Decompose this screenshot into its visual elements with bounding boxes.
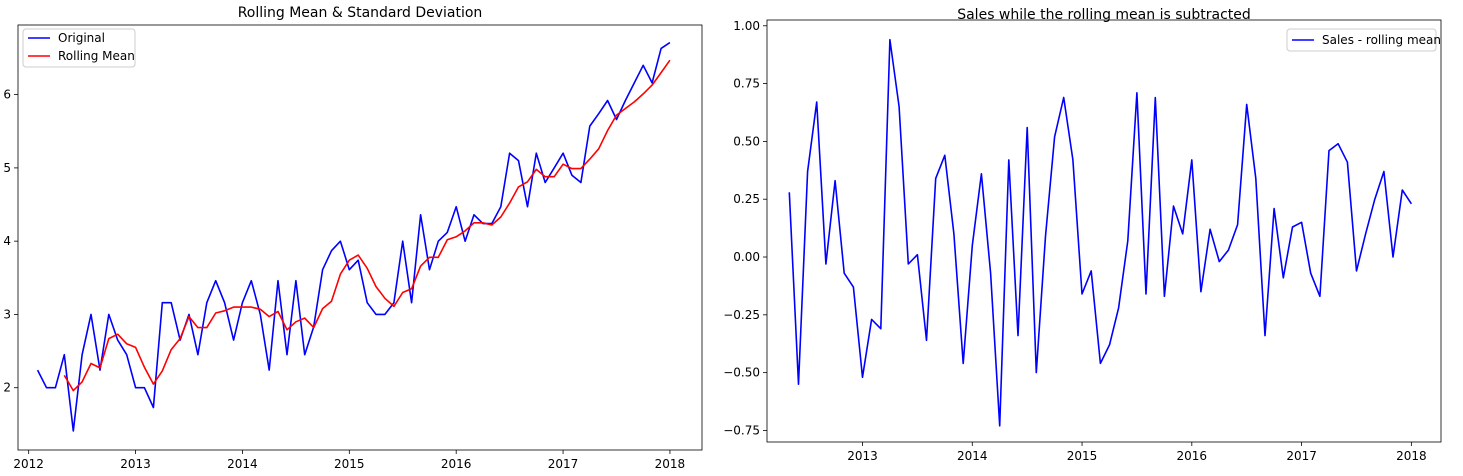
y-tick-label: 0.25 bbox=[733, 192, 760, 206]
y-tick-label: 3 bbox=[3, 307, 11, 321]
x-tick-label: 2016 bbox=[441, 457, 472, 471]
y-tick-label: 0.00 bbox=[733, 250, 760, 264]
y-tick-label: 1.00 bbox=[733, 19, 760, 33]
y-tick-label: −0.25 bbox=[723, 308, 760, 322]
series-line-original bbox=[36, 41, 671, 432]
y-tick-label: −0.75 bbox=[723, 423, 760, 437]
y-tick-label: 4 bbox=[3, 234, 11, 248]
x-tick-label: 2018 bbox=[1396, 449, 1427, 463]
y-tick-label: 6 bbox=[3, 88, 11, 102]
axis-ticks: 2013 2014 2015 2016 2017 2018 −0.75 −0.50 −0.25 0… bbox=[723, 19, 1426, 463]
x-tick-label: 2013 bbox=[120, 457, 151, 471]
y-tick-label: 0.50 bbox=[733, 134, 760, 148]
plot-frame bbox=[766, 19, 1442, 443]
chart-title: Rolling Mean & Standard Deviation bbox=[238, 5, 483, 21]
x-tick-label: 2015 bbox=[1067, 449, 1098, 463]
rolling-mean-chart: Rolling Mean & Standard Deviation 2012 20… bbox=[3, 5, 703, 471]
chart-title: Sales while the rolling mean is subtract… bbox=[957, 7, 1251, 23]
legend-box bbox=[1286, 28, 1437, 52]
series-group bbox=[788, 38, 1413, 427]
x-tick-label: 2015 bbox=[334, 457, 365, 471]
x-tick-label: 2017 bbox=[1286, 449, 1317, 463]
x-tick-label: 2014 bbox=[957, 449, 988, 463]
x-tick-label: 2014 bbox=[227, 457, 258, 471]
y-tick-label: −0.50 bbox=[723, 366, 760, 380]
x-tick-label: 2013 bbox=[847, 449, 878, 463]
y-tick-label: 0.75 bbox=[733, 77, 760, 91]
legend-label-original: Original bbox=[58, 31, 105, 45]
series-line-rolling-mean bbox=[63, 59, 671, 392]
x-tick-label: 2016 bbox=[1177, 449, 1208, 463]
legend-box bbox=[22, 28, 136, 68]
series-line-sales-rolling-mean bbox=[788, 38, 1413, 427]
axis-ticks: 2012 2013 2014 2015 2016 2017 2018 2 3 4 5 6 bbox=[3, 88, 685, 471]
x-tick-label: 2012 bbox=[13, 457, 44, 471]
residual-chart: Sales while the rolling mean is subtract… bbox=[723, 7, 1442, 463]
x-tick-label: 2018 bbox=[655, 457, 686, 471]
series-group bbox=[36, 41, 671, 432]
legend: Sales - rolling mean bbox=[1286, 28, 1441, 52]
x-tick-label: 2017 bbox=[548, 457, 579, 471]
y-tick-label: 2 bbox=[3, 381, 11, 395]
y-tick-label: 5 bbox=[3, 161, 11, 175]
legend: Original Rolling Mean bbox=[22, 28, 136, 68]
legend-label-rolling-mean: Rolling Mean bbox=[58, 49, 135, 63]
legend-label-sales-rolling-mean: Sales - rolling mean bbox=[1322, 33, 1441, 47]
plot-frame bbox=[17, 24, 703, 451]
